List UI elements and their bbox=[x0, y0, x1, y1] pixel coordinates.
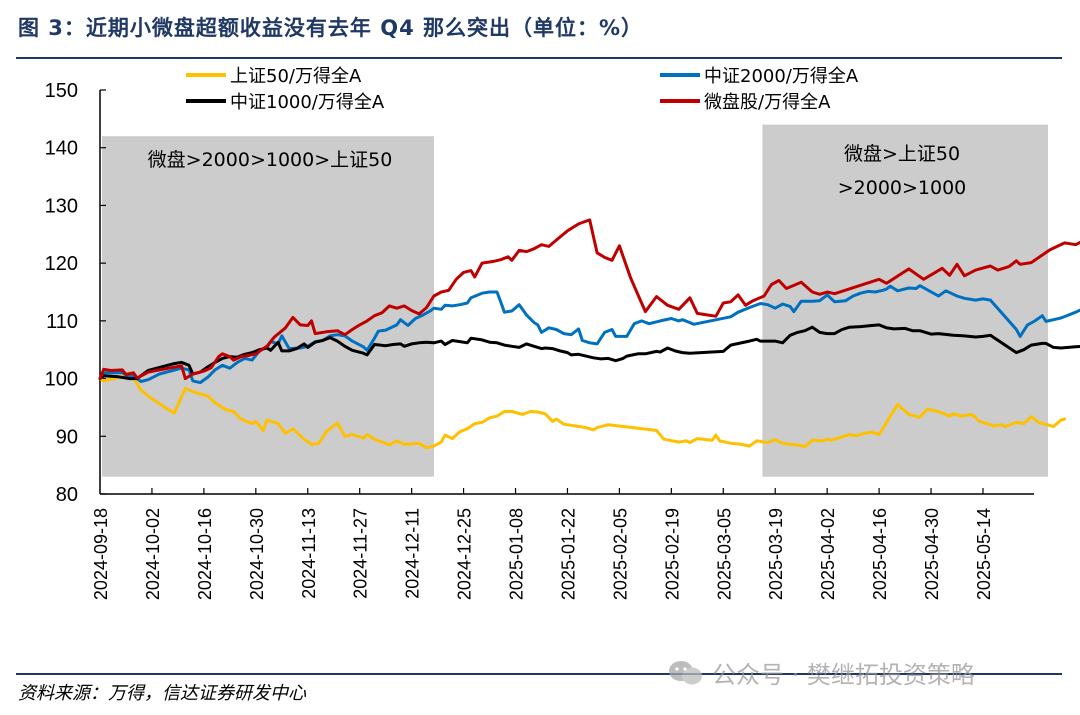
x-tick-label: 2025-03-19 bbox=[766, 508, 786, 600]
y-tick-label: 90 bbox=[56, 426, 78, 448]
series-line bbox=[98, 218, 1080, 381]
legend: 上证50/万得全A 中证2000/万得全A 中证1000/万得全A 微盘股/万得全A bbox=[186, 66, 859, 113]
x-tick-label: 2024-09-18 bbox=[91, 508, 111, 600]
x-tick-label: 2025-01-08 bbox=[507, 508, 527, 600]
region-annotation: >2000>1000 bbox=[838, 177, 967, 199]
x-tick-label: 2024-12-25 bbox=[455, 508, 475, 600]
y-tick-label: 80 bbox=[56, 484, 78, 506]
y-tick-label: 140 bbox=[45, 138, 78, 160]
y-tick-label: 150 bbox=[45, 80, 78, 102]
x-tick-label: 2024-11-13 bbox=[299, 508, 319, 599]
source-note: 资料来源：万得，信达证券研发中心 bbox=[18, 683, 306, 704]
legend-label: 微盘股/万得全A bbox=[704, 92, 831, 113]
annotations: 微盘>2000>1000>上证50 微盘>上证50 >2000>1000 bbox=[148, 143, 967, 199]
x-tick-label: 2024-10-30 bbox=[247, 508, 267, 600]
x-tick-label: 2025-04-02 bbox=[818, 508, 838, 600]
line-chart: 80 90 100 110 120 130 140 150 2024-09-18 2024-10-… bbox=[45, 66, 1080, 600]
x-tick-label: 2025-02-05 bbox=[610, 508, 630, 600]
x-tick-label: 2025-03-05 bbox=[714, 508, 734, 600]
x-tick-label: 2025-01-22 bbox=[558, 508, 578, 600]
x-tick-label: 2025-04-30 bbox=[922, 508, 942, 600]
x-tick-label: 2025-05-14 bbox=[974, 508, 994, 600]
wechat-icon bbox=[668, 660, 704, 686]
x-tick-label: 2025-02-19 bbox=[662, 508, 682, 600]
x-tick-label: 2024-10-16 bbox=[195, 508, 215, 600]
x-tick-label: 2025-04-16 bbox=[870, 508, 890, 600]
y-tick-label: 130 bbox=[45, 195, 78, 217]
region-annotation: 微盘>上证50 bbox=[844, 143, 960, 165]
x-tick-label: 2024-11-27 bbox=[351, 508, 371, 599]
shaded-regions bbox=[102, 124, 1048, 477]
x-tick-label: 2024-12-11 bbox=[403, 508, 423, 599]
watermark-text: 公众号 · 樊继拓投资策略 bbox=[712, 661, 975, 689]
figure-title: 图 3：近期小微盘超额收益没有去年 Q4 那么突出（单位：%） bbox=[18, 16, 644, 40]
y-tick-label: 120 bbox=[45, 253, 78, 275]
y-tick-label: 110 bbox=[46, 311, 78, 333]
region-annotation: 微盘>2000>1000>上证50 bbox=[148, 149, 393, 171]
x-tick-label: 2024-10-02 bbox=[143, 508, 163, 600]
y-tick-label: 100 bbox=[45, 369, 78, 391]
legend-label: 上证50/万得全A bbox=[230, 66, 362, 87]
series-lines bbox=[98, 218, 1080, 450]
watermark: 公众号 · 樊继拓投资策略 bbox=[668, 655, 975, 690]
shaded-region bbox=[102, 136, 434, 477]
series-line bbox=[98, 323, 1080, 381]
axes: 80 90 100 110 120 130 140 150 2024-09-18 2024-10-… bbox=[45, 80, 1034, 600]
series-line bbox=[98, 371, 1067, 450]
legend-label: 中证1000/万得全A bbox=[230, 92, 385, 113]
bottom-divider bbox=[16, 673, 1062, 675]
legend-label: 中证2000/万得全A bbox=[704, 66, 859, 87]
top-divider bbox=[16, 57, 1062, 59]
